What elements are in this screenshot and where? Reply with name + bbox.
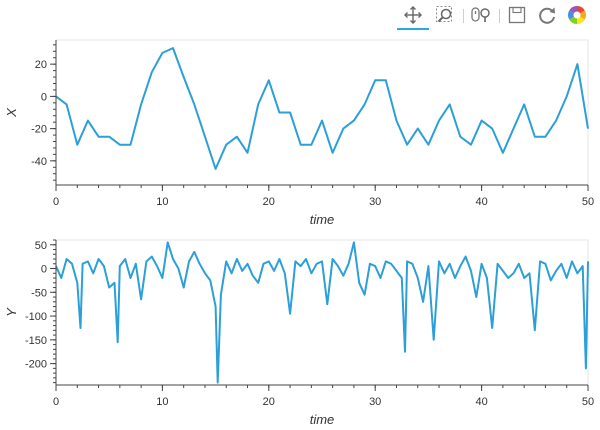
x-tick-label: 30 — [369, 196, 381, 208]
x-axis-label: time — [310, 412, 335, 427]
save-icon — [508, 6, 526, 24]
x-tick-label: 40 — [475, 196, 487, 208]
plot-panel-2[interactable]: 0 10 20 30 40 50 time -200 -150 -100 -50 0 50 Y — [4, 239, 594, 427]
box-zoom-icon — [436, 6, 452, 23]
x-tick-label: 50 — [582, 396, 594, 408]
box-zoom-tool-button[interactable] — [433, 3, 457, 27]
plot-panel-1[interactable]: 0 10 20 30 40 50 time -40 -20 0 20 X — [4, 39, 594, 227]
y-tick-label: -200 — [25, 359, 47, 371]
wheel-zoom-icon — [471, 7, 490, 22]
x-tick-label: 20 — [263, 196, 275, 208]
y-axis-label: Y — [4, 307, 19, 317]
y-tick-label: 20 — [35, 59, 47, 71]
move-arrows-icon — [404, 6, 422, 24]
x-tick-label: 50 — [582, 196, 594, 208]
x-tick-label: 10 — [156, 396, 168, 408]
reset-tool-button[interactable] — [535, 3, 559, 27]
bokeh-logo-icon — [567, 5, 587, 25]
toolbar-separator — [499, 9, 500, 23]
y-tick-label: -20 — [31, 124, 47, 136]
y-tick-label: 0 — [41, 91, 47, 103]
pan-tool-button[interactable] — [397, 3, 429, 30]
toolbar-separator — [463, 9, 464, 23]
y-tick-label: -100 — [25, 311, 47, 323]
x-tick-label: 0 — [53, 396, 59, 408]
x-axis-label: time — [310, 212, 335, 227]
save-tool-button[interactable] — [505, 3, 529, 27]
y-axis-label: X — [4, 107, 19, 118]
series-line — [55, 47, 589, 170]
plot-frame — [55, 39, 589, 186]
x-tick-label: 30 — [369, 396, 381, 408]
series-line — [55, 241, 589, 384]
y-tick-label: 50 — [35, 240, 47, 252]
x-tick-label: 20 — [263, 396, 275, 408]
x-tick-label: 10 — [156, 196, 168, 208]
x-tick-label: 0 — [53, 196, 59, 208]
x-tick-label: 40 — [475, 396, 487, 408]
y-tick-label: -50 — [31, 287, 47, 299]
reset-icon — [539, 7, 555, 24]
plot-toolbar — [397, 3, 596, 30]
y-tick-label: 0 — [41, 264, 47, 276]
y-tick-label: -150 — [25, 335, 47, 347]
bokeh-logo-button[interactable] — [565, 3, 589, 27]
wheel-zoom-tool-button[interactable] — [469, 3, 493, 27]
y-tick-label: -40 — [31, 156, 47, 168]
